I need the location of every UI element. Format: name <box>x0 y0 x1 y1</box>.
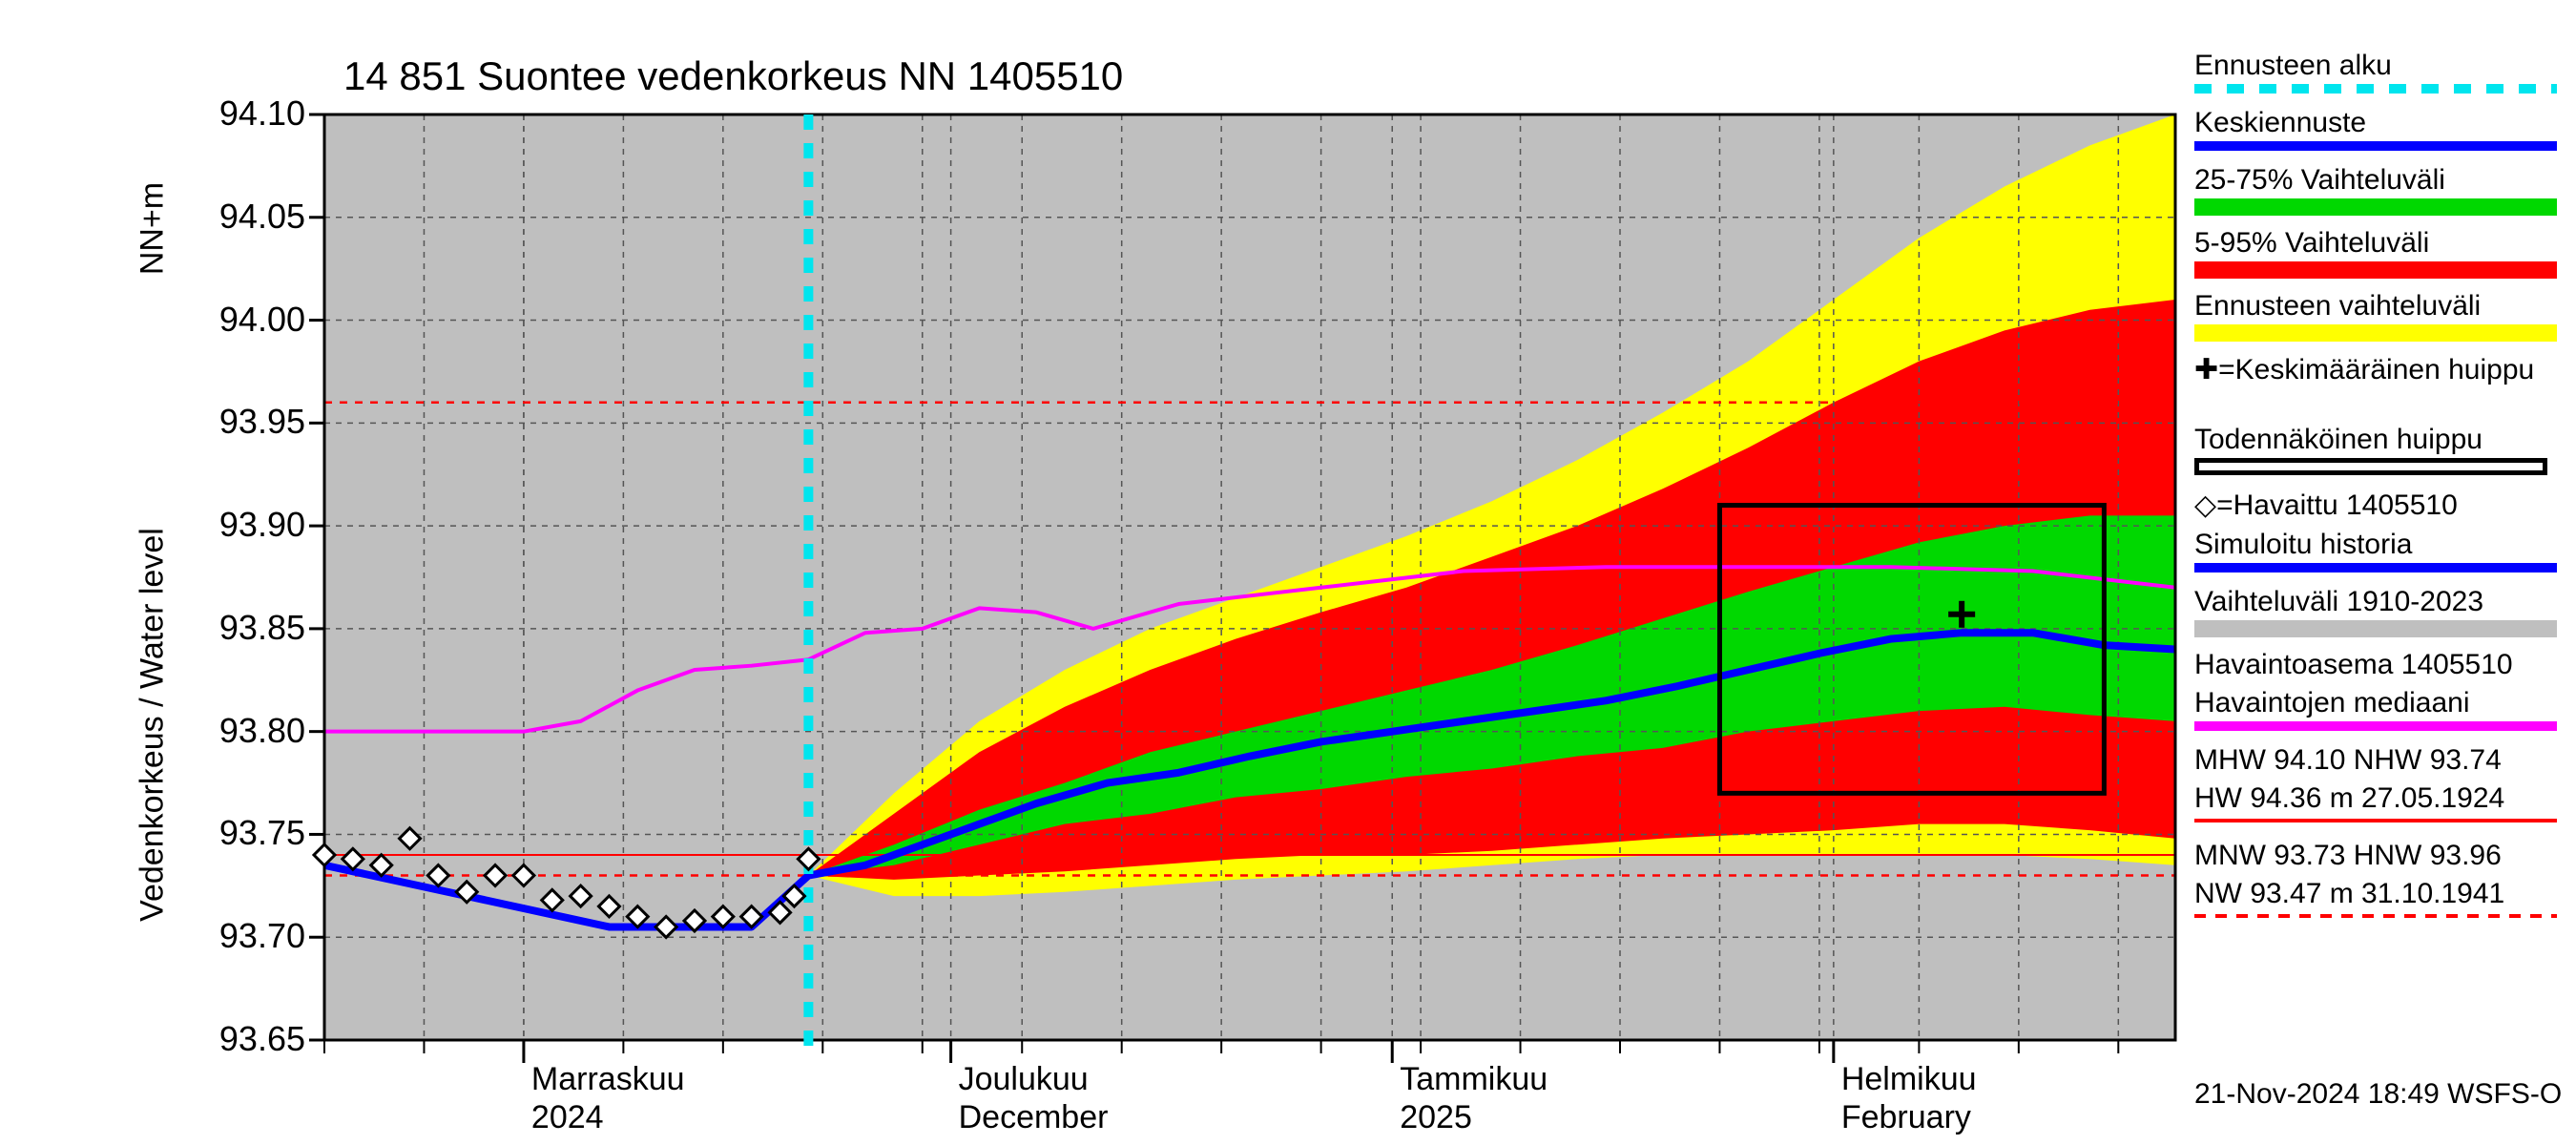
observed-diamond <box>798 848 819 869</box>
observed-diamond <box>598 896 619 917</box>
x-month-en: 2024 <box>531 1099 604 1136</box>
legend-item: MHW 94.10 NHW 93.74 <box>2194 744 2557 777</box>
timestamp-label: 21-Nov-2024 18:49 WSFS-O <box>2194 1078 2562 1111</box>
legend-item: NW 93.47 m 31.10.1941 <box>2194 878 2557 918</box>
observed-diamond <box>542 889 563 910</box>
x-month-en: 2025 <box>1400 1099 1472 1136</box>
observed-diamond <box>783 885 804 906</box>
legend-item: Havaintoasema 1405510 <box>2194 649 2557 681</box>
legend-item: Simuloitu historia <box>2194 529 2557 572</box>
legend-item: Todennäköinen huippu <box>2194 424 2557 475</box>
x-month-fi: Helmikuu <box>1841 1061 1977 1098</box>
legend-item: 5-95% Vaihteluväli <box>2194 227 2557 279</box>
observed-diamond <box>485 865 506 886</box>
x-month-en: December <box>959 1099 1109 1136</box>
legend-item: Ennusteen alku <box>2194 50 2557 94</box>
legend-item: ◇=Havaittu 1405510 <box>2194 489 2557 522</box>
chart-svg <box>0 0 2576 1145</box>
y-axis-label-top: NN+m <box>135 114 172 344</box>
x-month-fi: Marraskuu <box>531 1061 685 1098</box>
legend-item: HW 94.36 m 27.05.1924 <box>2194 782 2557 822</box>
legend-item: MNW 93.73 HNW 93.96 <box>2194 840 2557 872</box>
legend-item: ✚=Keskimääräinen huippu <box>2194 353 2557 386</box>
x-month-fi: Joulukuu <box>959 1061 1089 1098</box>
observed-diamond <box>513 865 534 886</box>
observed-diamond <box>400 828 421 849</box>
x-month-en: February <box>1841 1099 1971 1136</box>
legend-item: Keskiennuste <box>2194 107 2557 151</box>
observed-diamond <box>655 916 676 937</box>
legend-item: Vaihteluväli 1910-2023 <box>2194 586 2557 637</box>
x-month-fi: Tammikuu <box>1400 1061 1548 1098</box>
observed-diamond <box>314 844 335 865</box>
observed-diamond <box>571 885 592 906</box>
chart-title: 14 851 Suontee vedenkorkeus NN 1405510 <box>343 53 1123 99</box>
legend-item: Ennusteen vaihteluväli <box>2194 290 2557 342</box>
legend-item: Havaintojen mediaani <box>2194 687 2557 731</box>
observed-diamond <box>427 865 448 886</box>
y-axis-label-bottom: Vedenkorkeus / Water level <box>135 420 172 1030</box>
legend-item: 25-75% Vaihteluväli <box>2194 164 2557 216</box>
